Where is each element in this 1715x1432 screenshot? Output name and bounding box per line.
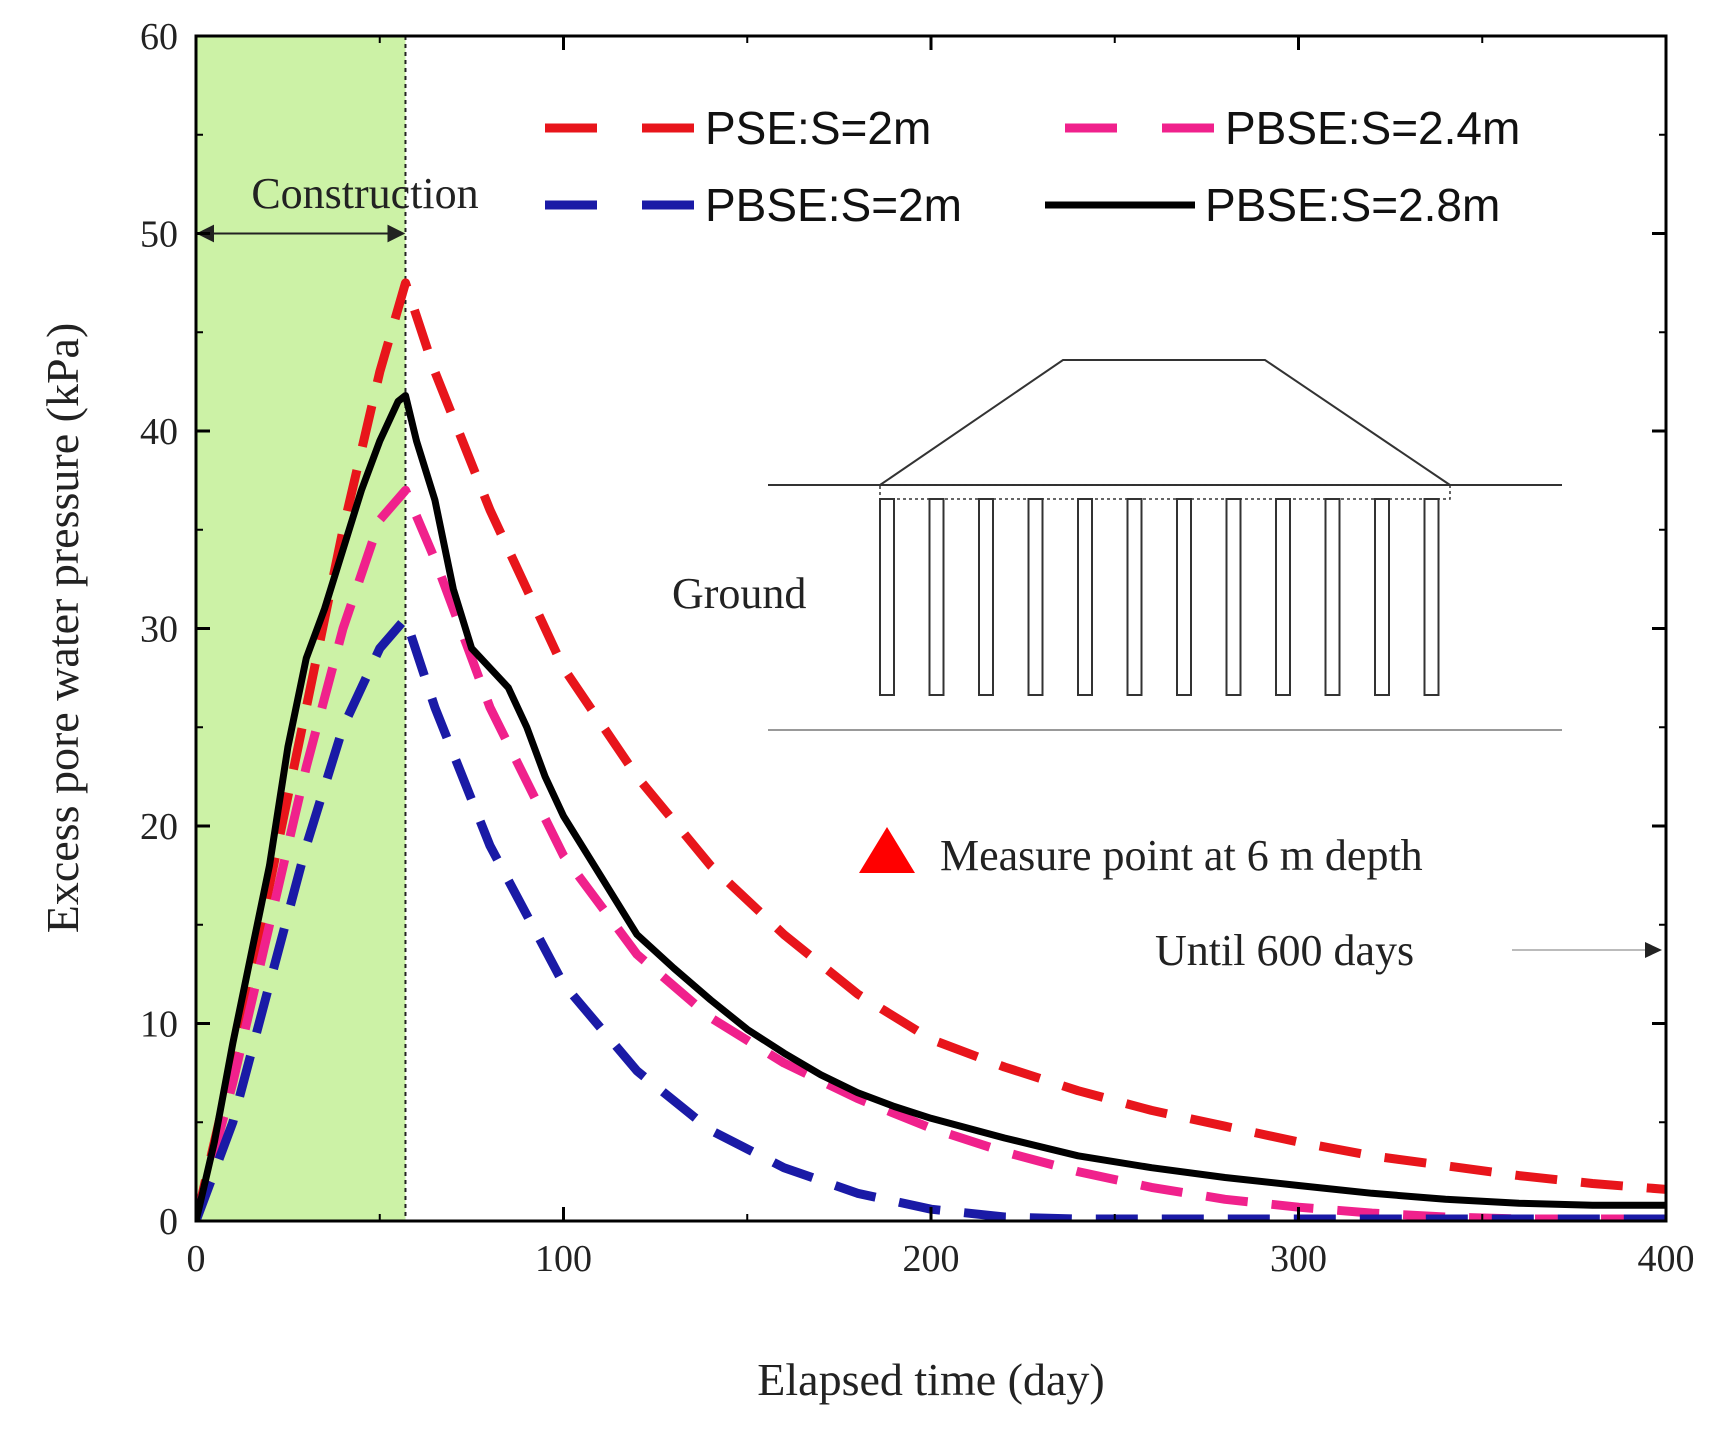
series-layer xyxy=(196,278,1666,1221)
until-label: Until 600 days xyxy=(1155,926,1414,975)
pile-group xyxy=(879,498,1440,696)
pile xyxy=(1225,498,1242,696)
series-line-pbse-s-2-4m xyxy=(196,485,1666,1221)
pile xyxy=(1423,498,1440,696)
series-line-pbse-s-2m xyxy=(196,614,1666,1221)
ticks-layer: 0 100 200 300 400 0 10 20 30 40 50 60 xyxy=(140,16,1695,1280)
legend-label: PBSE:S=2m xyxy=(705,179,962,231)
y-tick-label: 60 xyxy=(140,16,178,58)
embankment-outline xyxy=(879,359,1451,486)
legend-label: PBSE:S=2.4m xyxy=(1225,102,1520,154)
pile xyxy=(1275,498,1291,696)
measure-point-label: Measure point at 6 m depth xyxy=(940,831,1423,880)
y-tick-label: 0 xyxy=(159,1201,178,1243)
y-tick-label: 40 xyxy=(140,411,178,453)
embankment-diagram xyxy=(768,359,1562,731)
y-tick-label: 50 xyxy=(140,214,178,256)
legend-label: PSE:S=2m xyxy=(705,102,931,154)
pile xyxy=(1126,498,1143,696)
pile xyxy=(1324,498,1341,696)
legend: PSE:S=2m PBSE:S=2.4m PBSE:S=2m PBSE:S=2.8m xyxy=(545,102,1520,231)
series-line-pbse-s-2-8m xyxy=(196,392,1666,1221)
series-line-pse-s-2m xyxy=(196,278,1666,1221)
ground-label: Ground xyxy=(672,569,806,618)
measure-point-marker xyxy=(859,827,915,873)
pile xyxy=(1077,498,1093,696)
x-tick-label: 300 xyxy=(1270,1238,1327,1280)
pile xyxy=(978,498,994,696)
pile xyxy=(879,498,895,696)
pile xyxy=(1374,498,1390,696)
pile xyxy=(1176,498,1192,696)
pile xyxy=(928,498,945,696)
construction-label: Construction xyxy=(251,169,478,218)
pile xyxy=(1027,498,1044,696)
x-tick-label: 200 xyxy=(903,1238,960,1280)
x-tick-label: 0 xyxy=(187,1238,206,1280)
x-axis-title: Elapsed time (day) xyxy=(757,1354,1104,1405)
x-tick-label: 100 xyxy=(535,1238,592,1280)
y-tick-label: 30 xyxy=(140,609,178,651)
until-arrowhead xyxy=(1645,942,1662,958)
pile-cap-slab xyxy=(879,484,1451,500)
x-tick-label: 400 xyxy=(1638,1238,1695,1280)
y-axis-title: Excess pore water pressure (kPa) xyxy=(37,323,88,934)
y-tick-label: 10 xyxy=(140,1004,178,1046)
legend-label: PBSE:S=2.8m xyxy=(1205,179,1500,231)
y-tick-label: 20 xyxy=(140,806,178,848)
